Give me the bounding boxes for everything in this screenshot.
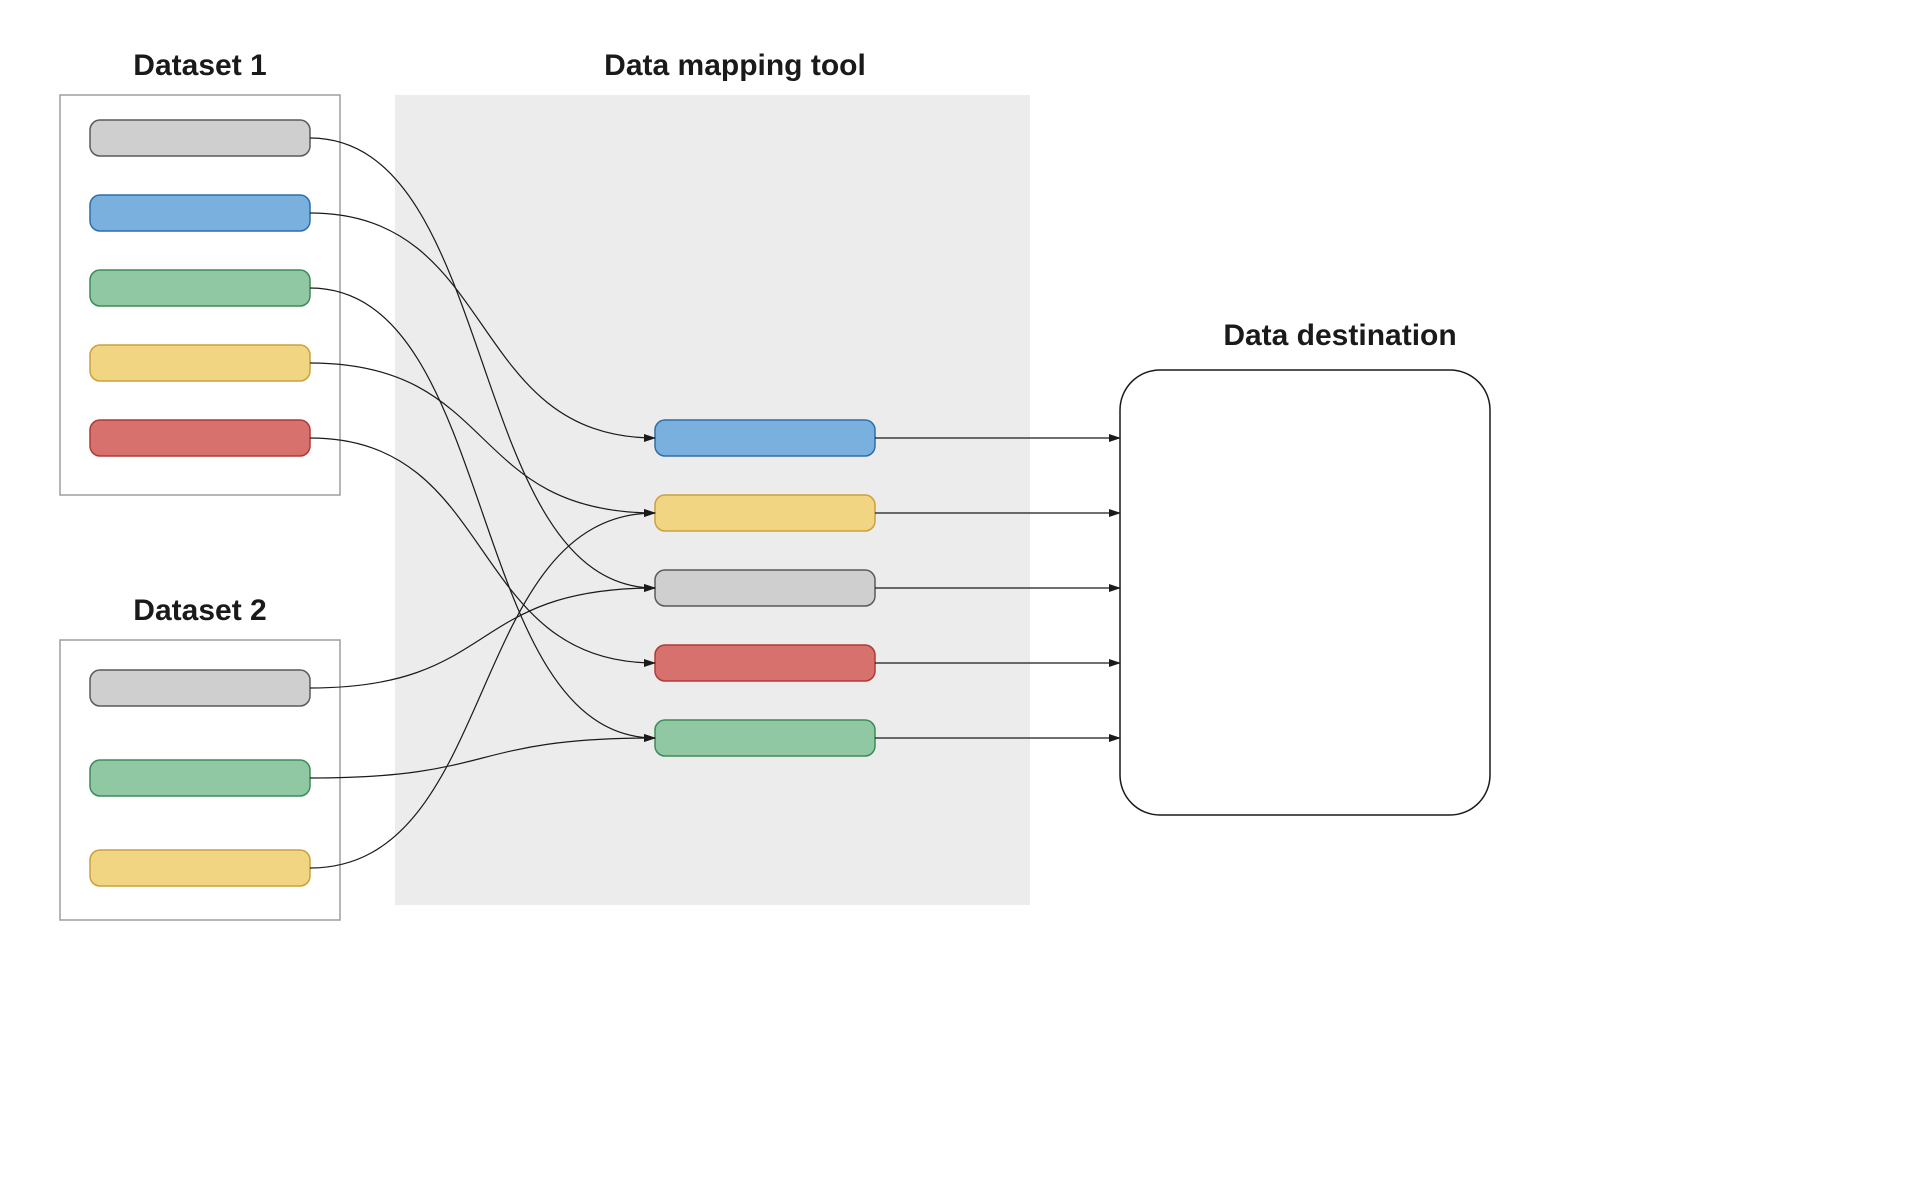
- destination-panel: [1120, 370, 1490, 815]
- mapped-pill-red: [655, 645, 875, 681]
- dataset1-pill-gray: [90, 120, 310, 156]
- dataset2-title: Dataset 2: [133, 594, 266, 627]
- dataset1-pill-red: [90, 420, 310, 456]
- mapped-pill-green: [655, 720, 875, 756]
- mapped-pill-gray: [655, 570, 875, 606]
- dataset2-pill-green: [90, 760, 310, 796]
- dataset1-title: Dataset 1: [133, 49, 266, 82]
- dataset1-pill-green: [90, 270, 310, 306]
- mapped-pill-yellow: [655, 495, 875, 531]
- dataset1-pill-yellow: [90, 345, 310, 381]
- tool-title: Data mapping tool: [604, 49, 866, 82]
- mapped-pill-blue: [655, 420, 875, 456]
- dataset2-pill-gray: [90, 670, 310, 706]
- dataset2-pill-yellow: [90, 850, 310, 886]
- dataset1-pill-blue: [90, 195, 310, 231]
- destination-title: Data destination: [1223, 319, 1456, 352]
- data-mapping-diagram: Dataset 1 Dataset 2 Data mapping tool Data …: [0, 0, 1912, 1194]
